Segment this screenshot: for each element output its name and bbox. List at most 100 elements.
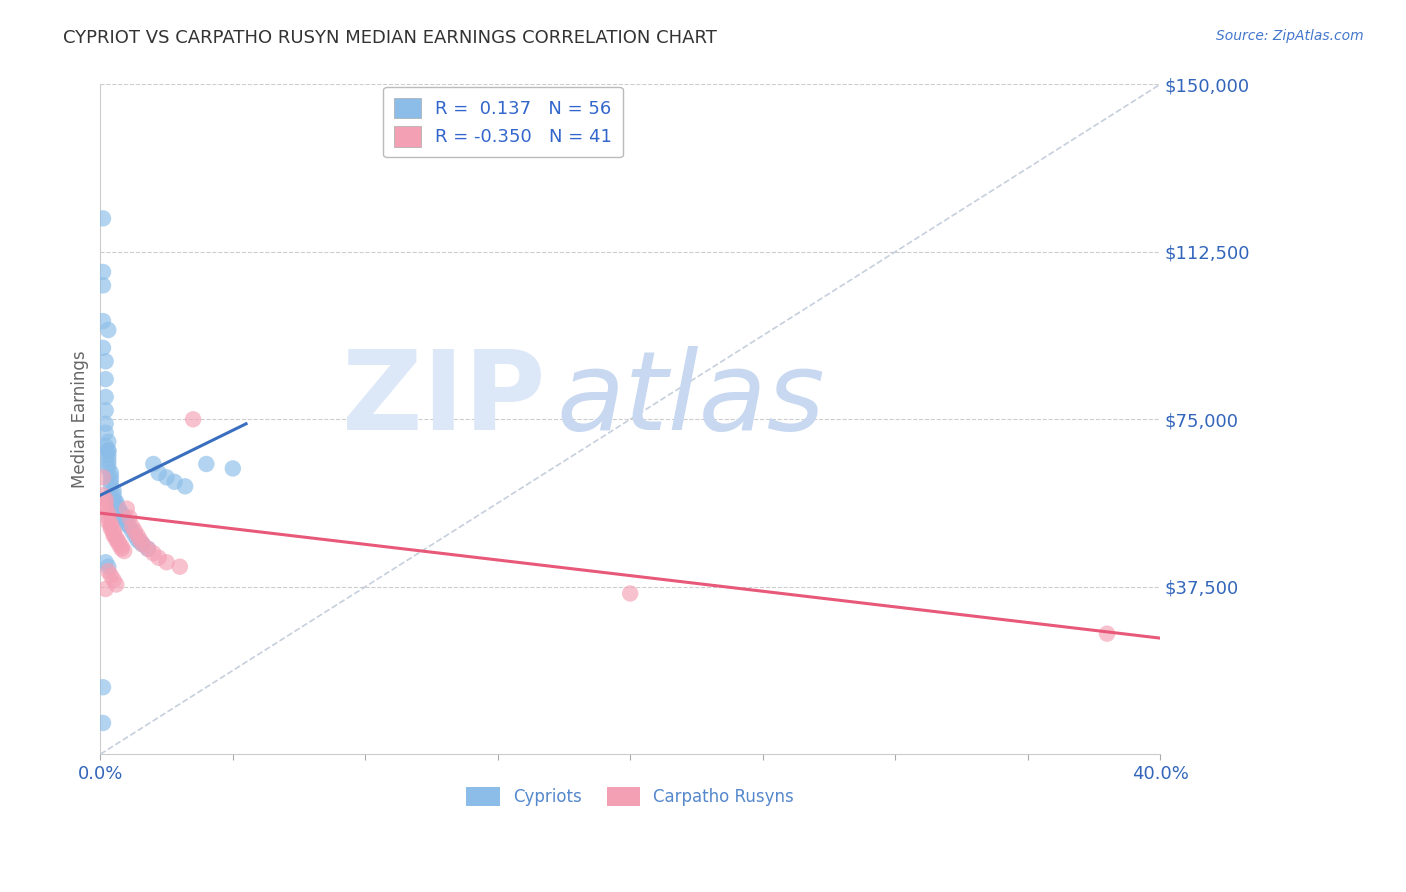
Point	[121, 519, 143, 533]
Point	[91, 314, 114, 328]
Point	[91, 488, 114, 502]
Point	[105, 531, 128, 545]
Point	[94, 497, 117, 511]
Point	[115, 501, 138, 516]
Point	[94, 501, 117, 516]
Point	[163, 475, 186, 489]
Point	[108, 535, 131, 549]
Point	[97, 443, 120, 458]
Point	[91, 680, 114, 694]
Point	[1095, 626, 1118, 640]
Point	[94, 403, 117, 417]
Point	[97, 448, 120, 462]
Point	[181, 412, 204, 426]
Point	[97, 434, 120, 449]
Point	[91, 278, 114, 293]
Point	[103, 483, 125, 498]
Point	[142, 457, 165, 471]
Point	[91, 265, 114, 279]
Point	[118, 510, 141, 524]
Y-axis label: Median Earnings: Median Earnings	[72, 351, 89, 488]
Point	[195, 457, 218, 471]
Point	[127, 528, 149, 542]
Point	[142, 546, 165, 560]
Point	[91, 211, 114, 226]
Point	[100, 475, 122, 489]
Point	[105, 497, 128, 511]
Point	[127, 533, 149, 547]
Point	[103, 573, 125, 587]
Point	[105, 495, 128, 509]
Point	[105, 500, 128, 514]
Point	[94, 555, 117, 569]
Point	[124, 528, 146, 542]
Point	[132, 537, 155, 551]
Point	[97, 323, 120, 337]
Point	[105, 533, 128, 547]
Text: atlas: atlas	[555, 346, 825, 453]
Point	[148, 466, 170, 480]
Point	[136, 541, 159, 556]
Point	[97, 457, 120, 471]
Point	[115, 515, 138, 529]
Point	[91, 470, 114, 484]
Point	[105, 577, 128, 591]
Point	[94, 390, 117, 404]
Point	[97, 559, 120, 574]
Point	[103, 492, 125, 507]
Point	[100, 466, 122, 480]
Point	[100, 470, 122, 484]
Point	[103, 526, 125, 541]
Text: ZIP: ZIP	[342, 346, 546, 453]
Point	[94, 417, 117, 431]
Point	[155, 470, 177, 484]
Point	[112, 510, 135, 524]
Point	[118, 519, 141, 533]
Point	[110, 541, 132, 556]
Point	[108, 504, 131, 518]
Point	[148, 550, 170, 565]
Text: CYPRIOT VS CARPATHO RUSYN MEDIAN EARNINGS CORRELATION CHART: CYPRIOT VS CARPATHO RUSYN MEDIAN EARNING…	[63, 29, 717, 46]
Point	[100, 479, 122, 493]
Point	[94, 354, 117, 368]
Point	[97, 443, 120, 458]
Point	[97, 461, 120, 475]
Point	[129, 533, 152, 547]
Point	[97, 564, 120, 578]
Point	[108, 501, 131, 516]
Point	[94, 439, 117, 453]
Point	[97, 515, 120, 529]
Point	[110, 508, 132, 523]
Point	[103, 528, 125, 542]
Point	[108, 537, 131, 551]
Point	[91, 341, 114, 355]
Point	[97, 510, 120, 524]
Point	[129, 535, 152, 549]
Point	[100, 568, 122, 582]
Point	[97, 452, 120, 467]
Point	[94, 582, 117, 596]
Point	[132, 537, 155, 551]
Point	[110, 506, 132, 520]
Point	[103, 524, 125, 538]
Point	[94, 492, 117, 507]
Point	[112, 513, 135, 527]
Point	[155, 555, 177, 569]
Legend: Cypriots, Carpatho Rusyns: Cypriots, Carpatho Rusyns	[460, 780, 801, 813]
Text: Source: ZipAtlas.com: Source: ZipAtlas.com	[1216, 29, 1364, 43]
Point	[124, 524, 146, 538]
Point	[100, 519, 122, 533]
Point	[103, 488, 125, 502]
Point	[136, 541, 159, 556]
Point	[174, 479, 197, 493]
Point	[94, 425, 117, 440]
Point	[222, 461, 245, 475]
Point	[115, 517, 138, 532]
Point	[100, 517, 122, 532]
Point	[112, 544, 135, 558]
Point	[97, 506, 120, 520]
Point	[619, 586, 641, 600]
Point	[121, 524, 143, 538]
Point	[91, 715, 114, 730]
Point	[94, 372, 117, 386]
